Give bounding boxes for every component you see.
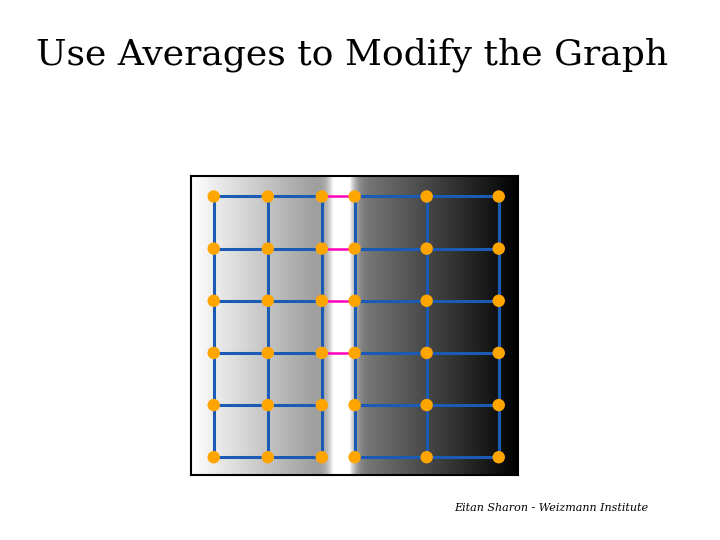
Point: [349, 192, 361, 201]
Point: [208, 349, 220, 357]
Point: [316, 349, 328, 357]
Point: [349, 401, 361, 409]
Point: [349, 349, 361, 357]
Point: [421, 296, 433, 305]
Point: [349, 453, 361, 462]
Point: [262, 453, 274, 462]
Point: [262, 401, 274, 409]
Point: [493, 453, 505, 462]
Point: [316, 244, 328, 253]
Point: [493, 244, 505, 253]
Point: [208, 192, 220, 201]
Point: [208, 296, 220, 305]
Point: [493, 296, 505, 305]
Text: Eitan Sharon - Weizmann Institute: Eitan Sharon - Weizmann Institute: [454, 503, 648, 513]
Point: [493, 401, 505, 409]
Point: [349, 244, 361, 253]
Point: [316, 296, 328, 305]
Point: [316, 453, 328, 462]
Point: [262, 192, 274, 201]
Point: [421, 401, 433, 409]
Point: [421, 244, 433, 253]
Point: [421, 349, 433, 357]
Point: [349, 296, 361, 305]
Point: [262, 296, 274, 305]
Point: [208, 453, 220, 462]
Point: [316, 192, 328, 201]
Text: Use Averages to Modify the Graph: Use Averages to Modify the Graph: [36, 38, 668, 72]
Point: [316, 401, 328, 409]
Point: [208, 244, 220, 253]
Point: [262, 349, 274, 357]
Point: [493, 349, 505, 357]
Point: [421, 453, 433, 462]
Point: [493, 192, 505, 201]
Point: [262, 244, 274, 253]
Point: [208, 401, 220, 409]
Point: [421, 192, 433, 201]
